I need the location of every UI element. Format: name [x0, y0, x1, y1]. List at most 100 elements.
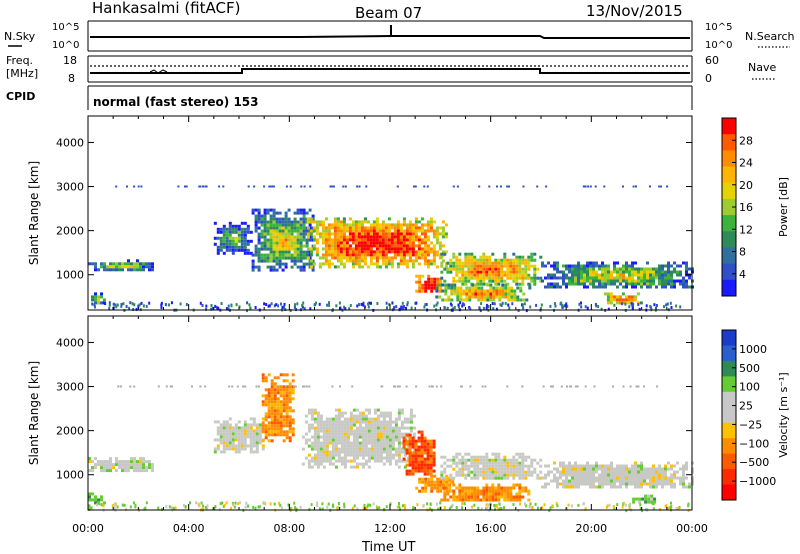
power-cell	[281, 250, 285, 254]
velocity-cell	[443, 492, 447, 496]
power-cell	[293, 238, 297, 242]
velocity-cell	[228, 438, 232, 442]
power-cell	[303, 185, 306, 188]
power-cell	[315, 232, 319, 236]
power-cell	[547, 285, 550, 289]
velocity-cell	[664, 464, 667, 468]
velocity-cell	[491, 467, 495, 471]
velocity-cell	[219, 429, 223, 433]
power-cell	[342, 223, 346, 227]
velocity-cell	[467, 452, 471, 456]
power-cell	[574, 267, 577, 271]
velocity-cell	[598, 464, 601, 468]
velocity-cell	[252, 429, 256, 433]
power-cell	[243, 251, 247, 255]
velocity-cell	[622, 482, 625, 486]
velocity-cell	[273, 421, 277, 425]
velocity-cell	[270, 409, 274, 413]
power-cell	[272, 185, 274, 188]
power-cell	[306, 256, 310, 260]
power-cell	[452, 185, 455, 188]
power-cell	[257, 235, 261, 239]
power-cell	[91, 298, 94, 302]
power-cell	[210, 304, 213, 307]
velocity-cell	[524, 502, 526, 506]
velocity-cell	[497, 455, 501, 459]
velocity-cell	[255, 423, 259, 427]
velocity-cell	[429, 469, 433, 473]
velocity-cell	[427, 477, 431, 481]
power-cell	[366, 232, 370, 236]
power-cell	[664, 264, 667, 268]
power-cell	[649, 185, 651, 188]
power-cell	[201, 304, 204, 307]
velocity-cell	[607, 467, 610, 471]
power-cell	[435, 241, 439, 245]
velocity-cell	[461, 506, 463, 510]
velocity-cell	[509, 495, 513, 499]
velocity-cell	[409, 411, 413, 415]
power-cell	[266, 223, 270, 227]
velocity-cell	[288, 427, 292, 431]
velocity-cell	[515, 461, 519, 465]
power-cell	[305, 262, 309, 266]
power-cell	[624, 298, 628, 302]
velocity-cell	[667, 476, 670, 480]
power-cell	[643, 267, 646, 271]
velocity-cell	[500, 470, 504, 474]
velocity-cell	[310, 465, 314, 469]
power-cell	[682, 282, 685, 286]
power-cell	[550, 282, 553, 286]
velocity-cell	[130, 457, 133, 461]
velocity-cell	[682, 470, 685, 474]
power-cell	[333, 232, 337, 236]
power-cell	[94, 262, 97, 266]
velocity-cell	[571, 467, 574, 471]
velocity-cell	[316, 429, 320, 433]
velocity-cell	[613, 476, 616, 480]
velocity-cell	[440, 385, 443, 388]
power-cell	[444, 232, 448, 236]
power-cell	[583, 276, 586, 280]
power-cell	[477, 286, 481, 290]
velocity-cell	[628, 473, 631, 477]
velocity-cell	[267, 406, 271, 410]
velocity-cell	[421, 486, 425, 490]
power-cell	[664, 273, 667, 277]
power-cell	[384, 265, 388, 269]
power-cell	[240, 245, 244, 249]
velocity-cell	[400, 447, 404, 451]
velocity-cell	[139, 466, 142, 470]
velocity-cell	[649, 479, 652, 483]
power-cell	[440, 276, 444, 280]
power-cell	[426, 262, 430, 266]
power-cell	[432, 256, 436, 260]
velocity-cell	[94, 466, 97, 470]
velocity-cell	[512, 464, 516, 468]
velocity-cell	[595, 461, 598, 465]
power-cell	[302, 220, 306, 224]
power-cell	[670, 306, 673, 309]
power-cell	[318, 235, 322, 239]
velocity-cell	[157, 506, 160, 510]
power-cell	[533, 282, 537, 286]
velocity-cell	[429, 463, 433, 467]
velocity-cell	[640, 461, 643, 465]
velocity-cell	[610, 479, 613, 483]
power-cell	[453, 292, 457, 296]
power-cell	[507, 298, 511, 302]
power-cell	[607, 273, 610, 277]
velocity-cell	[343, 432, 347, 436]
velocity-cell	[373, 429, 377, 433]
power-cell	[594, 302, 597, 306]
velocity-cell	[382, 411, 386, 415]
power-cell	[500, 276, 504, 280]
power-cell	[384, 235, 388, 239]
velocity-cell	[276, 412, 280, 416]
velocity-cell	[418, 480, 422, 484]
velocity-cell	[432, 451, 436, 455]
velocity-cell	[482, 489, 486, 493]
power-cell	[523, 302, 526, 306]
power-cell	[281, 247, 285, 251]
velocity-cell	[638, 497, 642, 501]
